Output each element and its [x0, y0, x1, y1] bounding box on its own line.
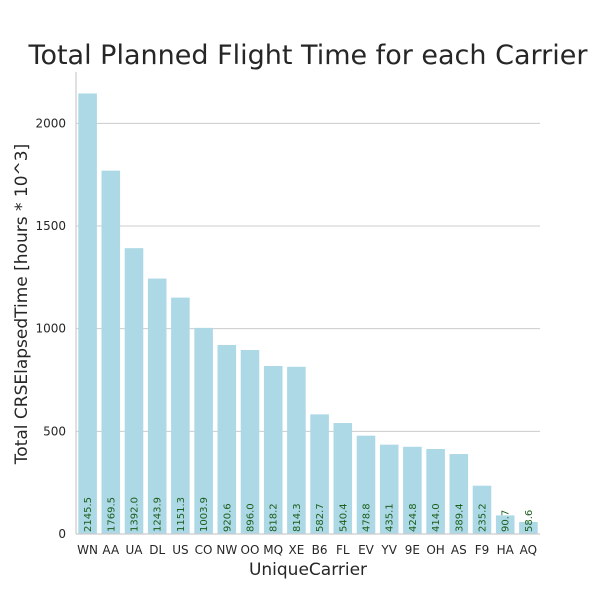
bar-value-label: 1003.9	[199, 497, 210, 532]
y-tick-labels: 0 500 1000 1500 2000	[35, 116, 66, 541]
bar-YV	[379, 444, 399, 534]
bar-MQ	[263, 365, 283, 534]
x-tick-label: B6	[312, 543, 328, 557]
bar-9E	[403, 446, 422, 534]
bar-value-label: 90.7	[501, 510, 512, 532]
x-axis-label: UniqueCarrier	[249, 560, 367, 580]
bars	[78, 93, 538, 535]
bar-EV	[356, 435, 376, 534]
x-tick-label: AA	[102, 543, 120, 557]
bar-value-label: 814.3	[292, 503, 303, 532]
bar-value-label: 2145.5	[83, 497, 94, 532]
y-tick-label: 2000	[35, 116, 66, 130]
bar-AQ	[519, 521, 538, 534]
bar-value-label: 896.0	[246, 503, 257, 532]
bar-AS	[449, 454, 469, 534]
bar-AA	[101, 170, 121, 535]
x-tick-labels: WN AA UA DL US CO NW OO MQ XE B6 FL EV YV 9E OH AS F9 HA AQ	[77, 543, 537, 557]
bar-value-label: 478.8	[362, 503, 373, 532]
bar-value-label: 1151.3	[176, 497, 187, 532]
x-tick-label: OH	[426, 543, 444, 557]
x-tick-label: XE	[288, 543, 304, 557]
bar-value-labels: 2145.5 1769.5 1392.0 1243.9 1151.3 1003.9 920.…	[83, 497, 535, 532]
x-tick-label: UA	[126, 543, 144, 557]
bar-HA	[495, 515, 515, 534]
bar-F9	[472, 485, 492, 534]
x-tick-label: OO	[241, 543, 260, 557]
bar-value-label: 58.6	[524, 510, 535, 532]
bar-FL	[333, 423, 353, 534]
x-tick-label: AS	[451, 543, 467, 557]
x-tick-label: EV	[358, 543, 375, 557]
bar-value-label: 414.0	[431, 503, 442, 532]
x-tick-label: AQ	[520, 543, 537, 557]
x-tick-label: CO	[195, 543, 213, 557]
bar-value-label: 1243.9	[153, 497, 164, 532]
bar-value-label: 389.4	[454, 503, 465, 532]
y-axis-label: Total CRSElapsedTime [hours * 10^3]	[12, 144, 32, 465]
bar-US	[171, 297, 190, 534]
bar-XE	[287, 366, 306, 534]
bar-value-label: 818.2	[269, 503, 280, 532]
bar-value-label: 435.1	[385, 503, 396, 532]
bar-value-label: 424.8	[408, 503, 419, 532]
x-tick-label: YV	[380, 543, 397, 557]
bar-UA	[124, 248, 144, 534]
bar-OO	[240, 350, 260, 534]
y-tick-label: 1000	[35, 322, 66, 336]
bar-CO	[194, 327, 213, 534]
chart-title: Total Planned Flight Time for each Carri…	[28, 40, 589, 71]
grid-lines	[76, 122, 540, 535]
y-tick-label: 1500	[35, 219, 66, 233]
bar-value-label: 1392.0	[130, 497, 141, 532]
x-tick-label: MQ	[263, 543, 283, 557]
x-tick-label: F9	[475, 543, 490, 557]
bar-B6	[310, 414, 329, 534]
bar-OH	[426, 448, 445, 534]
axis-spines	[75, 72, 540, 535]
bar-WN	[78, 93, 97, 534]
bar-value-label: 920.6	[222, 503, 233, 532]
bar-value-label: 1769.5	[106, 497, 117, 532]
x-tick-label: US	[172, 543, 188, 557]
x-tick-label: 9E	[405, 543, 420, 557]
x-tick-label: FL	[336, 543, 350, 557]
bar-value-label: 235.2	[478, 503, 489, 532]
y-tick-label: 0	[58, 527, 66, 541]
y-tick-label: 500	[43, 424, 66, 438]
bar-value-label: 540.4	[338, 503, 349, 532]
x-tick-label: WN	[77, 543, 98, 557]
x-tick-label: NW	[216, 543, 237, 557]
bar-NW	[217, 344, 237, 534]
bar-value-label: 582.7	[315, 503, 326, 532]
x-tick-label: DL	[149, 543, 165, 557]
x-tick-label: HA	[497, 543, 515, 557]
bar-DL	[147, 278, 167, 534]
